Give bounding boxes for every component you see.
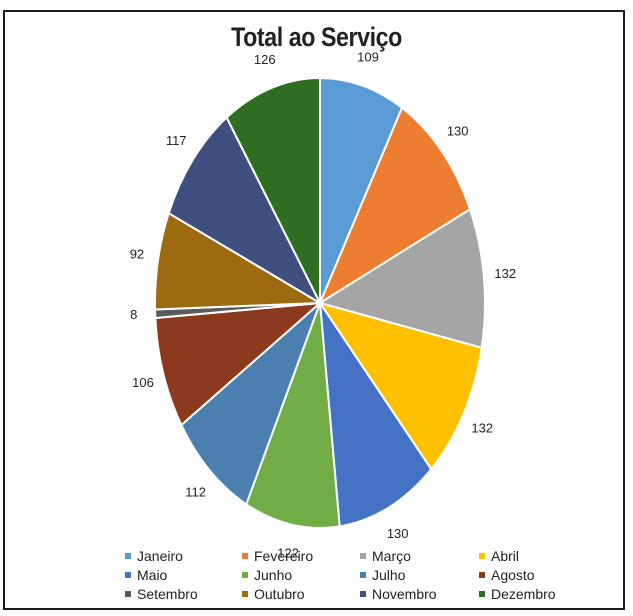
pie-slice-novembro [167, 115, 323, 306]
pie-slice-junho [245, 302, 341, 529]
data-label-novembro: 117 [166, 133, 187, 148]
data-label-abril: 132 [471, 420, 493, 435]
chart-legend: Janeiro Fevereiro Março Abril Maio Junho Julho… [125, 546, 595, 603]
legend-swatch [125, 571, 131, 578]
legend-label: Outubro [254, 585, 305, 602]
pie-slice-janeiro [319, 76, 404, 304]
legend-item-novembro: Novembro [360, 584, 479, 603]
legend-label: Abril [491, 547, 520, 564]
legend-swatch [360, 552, 366, 559]
legend-label: Setembro [137, 585, 198, 602]
legend-label: Novembro [372, 585, 437, 602]
data-label-março: 132 [494, 266, 516, 281]
legend-item-dezembro: Dezembro [479, 584, 595, 603]
data-label-dezembro: 126 [254, 52, 276, 67]
legend-label: Fevereiro [254, 547, 314, 564]
pie-slice-agosto [154, 301, 323, 427]
legend-item-agosto: Agosto [479, 565, 595, 584]
legend-label: Dezembro [491, 585, 556, 602]
pie-slice-fevereiro [317, 106, 472, 306]
legend-swatch [125, 590, 131, 597]
data-label-maio: 130 [387, 526, 409, 541]
data-label-outubro: 92 [130, 247, 144, 262]
legend-swatch [479, 590, 485, 597]
legend-label: Agosto [491, 566, 535, 583]
legend-label: Junho [254, 566, 293, 583]
legend-item-março: Março [360, 546, 479, 565]
data-label-julho: 112 [185, 484, 206, 499]
legend-item-junho: Junho [242, 565, 360, 584]
legend-item-setembro: Setembro [125, 584, 242, 603]
legend-item-abril: Abril [479, 546, 595, 565]
legend-label: Março [372, 547, 411, 564]
legend-swatch [479, 552, 485, 559]
legend-item-maio: Maio [125, 565, 242, 584]
legend-item-julho: Julho [360, 565, 479, 584]
data-label-junho: 122 [277, 546, 299, 561]
pie-slice-dezembro [225, 76, 321, 304]
data-label-janeiro: 109 [357, 49, 379, 64]
data-label-fevereiro: 130 [447, 124, 469, 139]
legend-item-janeiro: Janeiro [125, 546, 242, 565]
legend-label: Maio [137, 566, 168, 583]
pie-slice-julho [180, 302, 321, 506]
legend-item-outubro: Outubro [242, 584, 360, 603]
chart-title: Total ao Serviço [231, 22, 402, 52]
legend-swatch [242, 552, 248, 559]
pie-slice-março [317, 207, 486, 350]
pie-slice-abril [317, 301, 483, 471]
legend-swatch [242, 590, 248, 597]
data-label-agosto: 106 [132, 375, 154, 390]
legend-swatch [125, 552, 131, 559]
legend-swatch [360, 590, 366, 597]
legend-swatch [242, 571, 248, 578]
legend-label: Janeiro [137, 547, 183, 564]
data-label-setembro: 8 [130, 307, 137, 322]
legend-swatch [360, 571, 366, 578]
legend-label: Julho [372, 566, 406, 583]
legend-item-fevereiro: Fevereiro [242, 546, 360, 565]
pie-slice-maio [319, 302, 433, 528]
legend-swatch [479, 571, 485, 578]
